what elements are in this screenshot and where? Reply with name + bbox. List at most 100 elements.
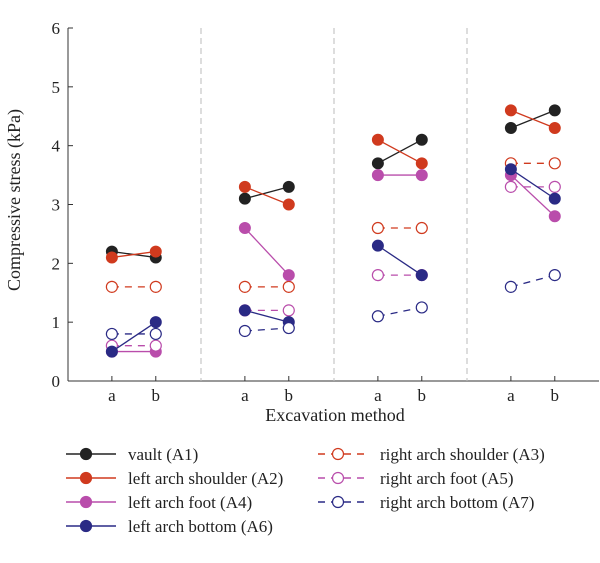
data-point <box>282 280 295 293</box>
data-point <box>415 157 428 170</box>
data-point <box>149 245 162 258</box>
data-point <box>504 122 517 135</box>
data-point <box>238 304 251 317</box>
x-tick-label: a <box>374 386 382 405</box>
series-line <box>111 321 157 353</box>
y-tick-label: 5 <box>52 78 61 97</box>
x-tick-label: a <box>507 386 515 405</box>
y-tick-label: 6 <box>52 19 61 38</box>
series-line <box>377 139 423 164</box>
data-point <box>282 321 295 335</box>
legend-label: vault (A1) <box>128 445 198 464</box>
data-point <box>504 180 517 193</box>
data-point <box>548 157 561 170</box>
series-line <box>244 327 289 332</box>
data-point <box>504 104 517 117</box>
data-point <box>105 251 118 264</box>
legend-label: right arch bottom (A7) <box>380 493 534 512</box>
series-1 <box>105 104 561 264</box>
series-7 <box>105 269 561 341</box>
legend-item: right arch shoulder (A3) <box>318 445 545 464</box>
data-point <box>415 221 428 235</box>
series-line <box>244 186 289 200</box>
y-axis-label: Compressive stress (kPa) <box>4 109 25 291</box>
data-point <box>371 221 384 235</box>
data-point <box>282 198 295 211</box>
series-line <box>510 274 555 288</box>
x-tick-label: b <box>551 386 560 405</box>
series-5 <box>105 180 561 352</box>
legend-item: right arch bottom (A7) <box>318 493 534 512</box>
data-point <box>371 310 384 323</box>
series-line <box>244 186 290 206</box>
data-point <box>149 327 162 341</box>
data-point <box>371 239 384 252</box>
data-point <box>371 269 384 282</box>
data-point <box>149 316 162 329</box>
data-point <box>105 280 118 293</box>
series-line <box>244 227 290 276</box>
legend-label: left arch foot (A4) <box>128 493 252 512</box>
series-line <box>510 168 556 200</box>
data-point <box>415 169 428 182</box>
legend-marker <box>79 447 93 461</box>
data-point <box>282 304 295 317</box>
data-point <box>415 269 428 282</box>
data-point <box>371 133 384 146</box>
data-point <box>504 280 517 293</box>
x-axis-label: Excavation method <box>265 405 404 425</box>
data-point <box>504 163 517 176</box>
x-tick-label: b <box>418 386 427 405</box>
series-line <box>377 306 422 317</box>
data-point <box>238 280 251 293</box>
data-point <box>548 192 561 205</box>
series-layer <box>105 104 561 358</box>
data-point <box>238 192 251 205</box>
data-point <box>415 133 428 146</box>
legend-item: right arch foot (A5) <box>318 469 514 488</box>
series-4 <box>105 169 561 358</box>
x-tick-label: a <box>241 386 249 405</box>
series-6 <box>105 163 561 358</box>
data-point <box>282 180 295 193</box>
y-tick-label: 1 <box>52 313 61 332</box>
legend-label: right arch shoulder (A3) <box>380 445 545 464</box>
data-point <box>371 157 384 170</box>
data-point <box>238 324 251 338</box>
data-point <box>548 210 561 223</box>
legend-marker <box>331 447 345 461</box>
data-point <box>548 122 561 135</box>
series-3 <box>105 157 561 293</box>
data-point <box>238 222 251 235</box>
legend-marker <box>331 495 345 509</box>
x-tick-label: b <box>285 386 294 405</box>
data-point <box>105 327 118 341</box>
data-point <box>238 180 251 193</box>
data-point <box>548 269 561 282</box>
legend-item: left arch shoulder (A2) <box>66 469 283 488</box>
data-point <box>415 301 428 314</box>
series-line <box>244 309 289 323</box>
legend-marker <box>79 519 93 533</box>
x-tick-label: a <box>108 386 116 405</box>
y-tick-label: 4 <box>52 137 61 156</box>
data-point <box>149 339 162 352</box>
legend-marker <box>79 471 93 485</box>
series-line <box>111 250 156 259</box>
y-tick-label: 2 <box>52 254 61 273</box>
data-point <box>371 169 384 182</box>
legend-label: left arch bottom (A6) <box>128 517 273 536</box>
series-line <box>510 109 556 129</box>
series-2 <box>105 104 561 264</box>
data-point <box>282 269 295 282</box>
series-line <box>377 245 423 276</box>
legend-label: left arch shoulder (A2) <box>128 469 283 488</box>
legend: vault (A1) left arch shoulder (A2) left ar… <box>66 445 545 536</box>
x-tick-label: b <box>152 386 161 405</box>
data-point <box>105 345 118 358</box>
legend-marker <box>331 471 345 485</box>
group-separators <box>200 28 468 381</box>
